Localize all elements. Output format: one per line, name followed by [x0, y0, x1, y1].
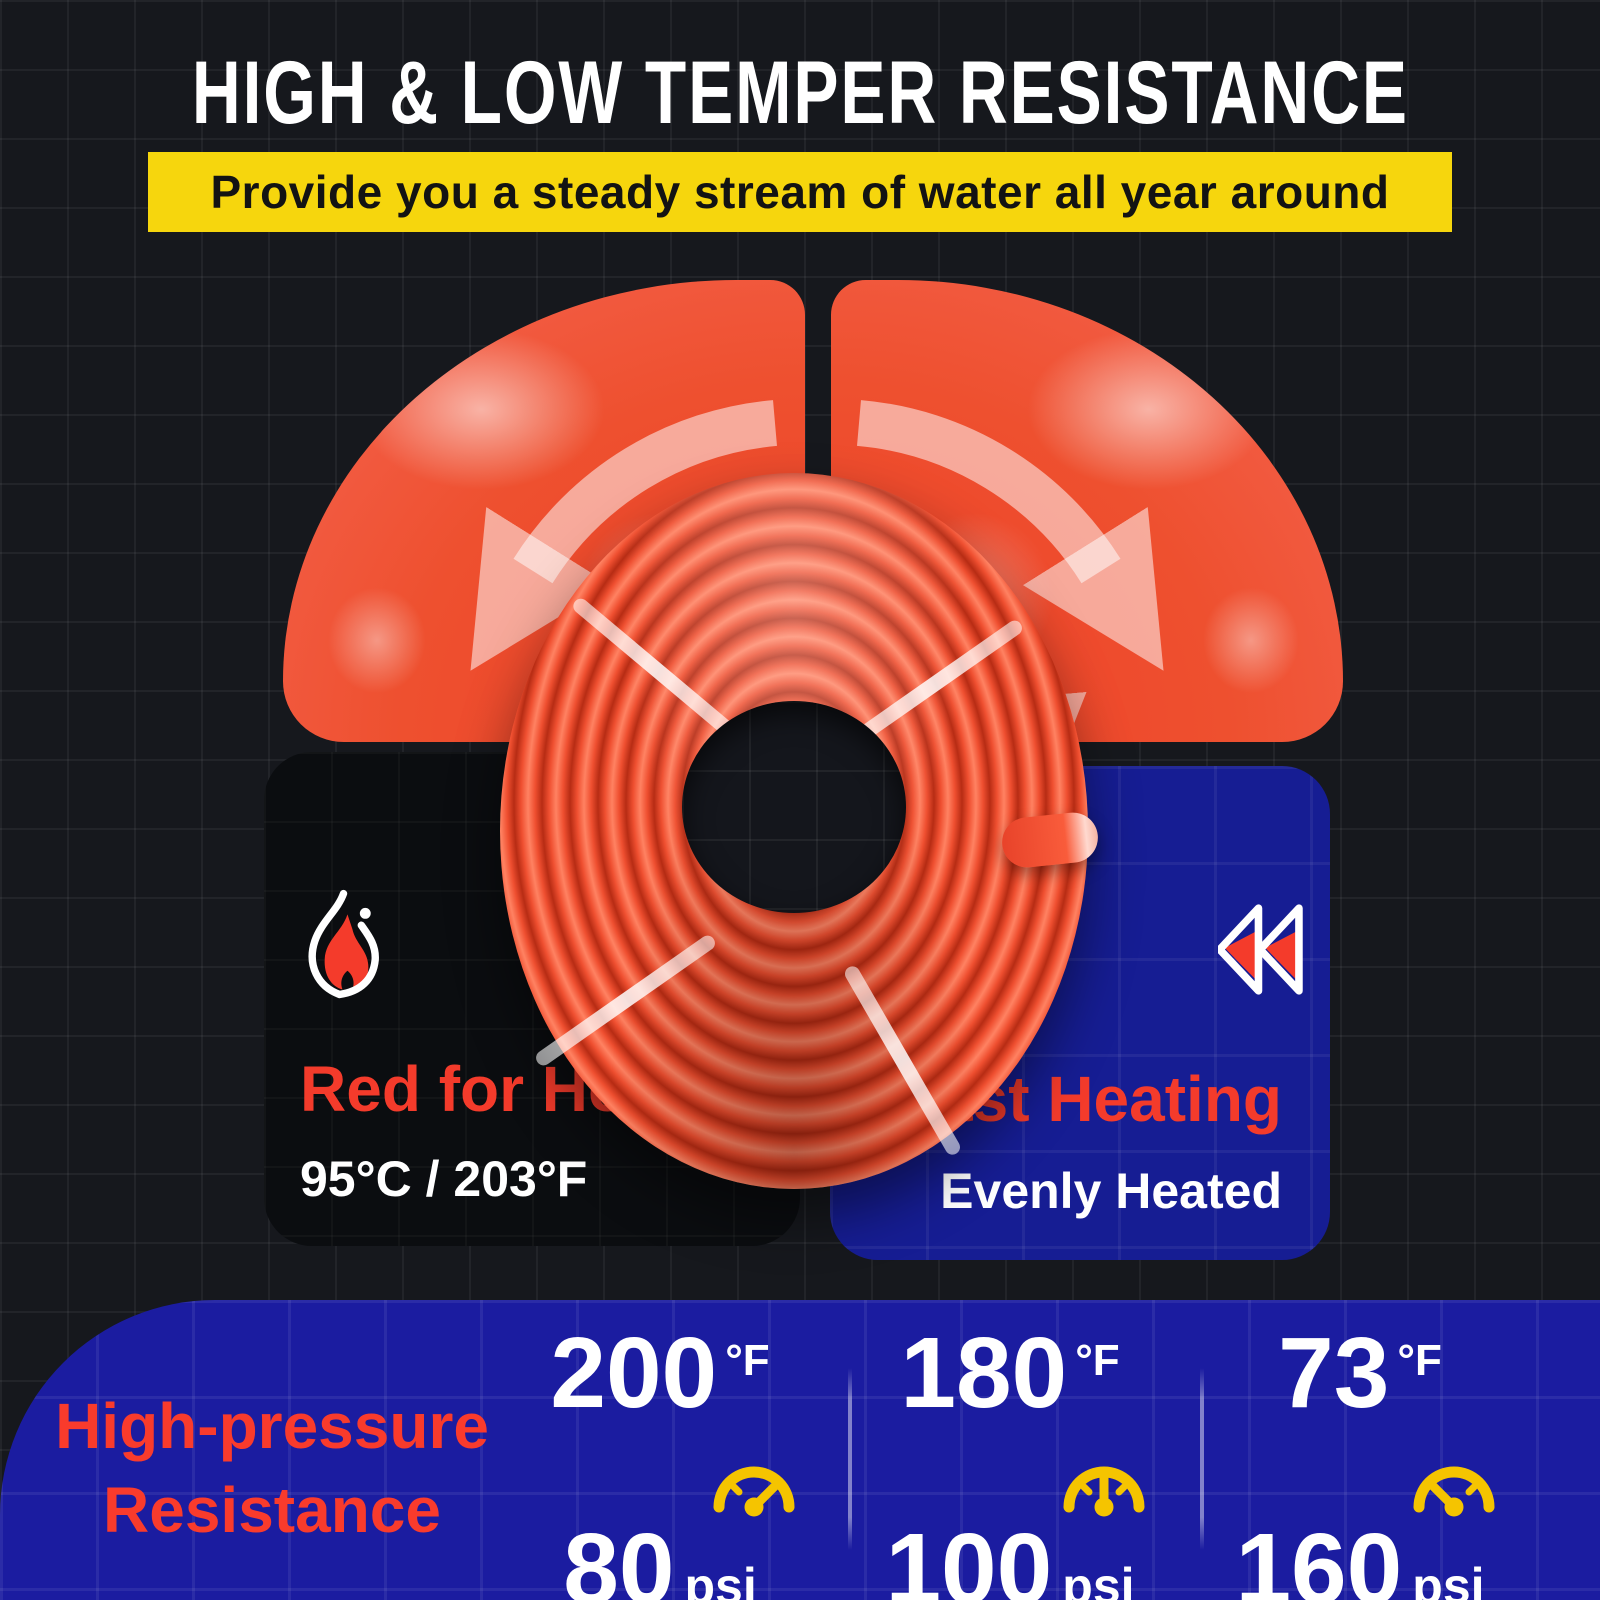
pressure-unit: psi — [684, 1558, 757, 1600]
speedometer-icon — [609, 1450, 899, 1518]
temperature-reading: 200 °F — [515, 1320, 805, 1446]
temp-column-2: 180 °F 100 psi — [870, 1320, 1150, 1600]
temp-column-3: 73 °F 160 psi — [1215, 1320, 1505, 1600]
temp-unit: °F — [1075, 1336, 1120, 1385]
flow-arrow-outer-left — [470, 400, 778, 671]
speedometer-icon — [1309, 1450, 1599, 1518]
coil-hole — [682, 701, 906, 913]
temperature-reading: 180 °F — [870, 1320, 1150, 1446]
pressure-unit: psi — [1062, 1558, 1135, 1600]
pressure-panel-title: High-pressure Resistance — [22, 1384, 522, 1552]
subtitle-text: Provide you a steady stream of water all… — [210, 166, 1390, 218]
pressure-title-line2: Resistance — [103, 1474, 441, 1546]
temperature-reading: 73 °F — [1215, 1320, 1505, 1446]
pex-coil-image — [500, 473, 1088, 1189]
page-title: HIGH & LOW TEMPER RESISTANCE — [0, 43, 1600, 142]
pressure-reading: 160 psi — [1215, 1518, 1505, 1600]
pressure-reading: 100 psi — [870, 1518, 1150, 1600]
temp-unit: °F — [1397, 1336, 1442, 1385]
page-title-text: HIGH & LOW TEMPER RESISTANCE — [191, 43, 1409, 143]
pressure-title-line1: High-pressure — [55, 1390, 489, 1462]
subtitle-banner: Provide you a steady stream of water all… — [148, 152, 1452, 232]
pressure-panel: High-pressure Resistance 200 °F 80 psi — [0, 1300, 1600, 1600]
column-divider — [848, 1368, 852, 1550]
hot-card-temperature: 95°C / 203°F — [300, 1151, 588, 1207]
temp-unit: °F — [725, 1336, 770, 1385]
flame-icon — [298, 888, 392, 1011]
flow-arrow-outer-right — [856, 400, 1164, 671]
pressure-unit: psi — [1412, 1558, 1485, 1600]
column-divider — [1200, 1368, 1204, 1550]
rewind-icon — [1215, 902, 1304, 1002]
heating-card-subtitle: Evenly Heated — [940, 1163, 1282, 1219]
pressure-reading: 80 psi — [515, 1518, 805, 1600]
speedometer-icon — [964, 1450, 1244, 1518]
temp-column-1: 200 °F 80 psi — [515, 1320, 805, 1600]
